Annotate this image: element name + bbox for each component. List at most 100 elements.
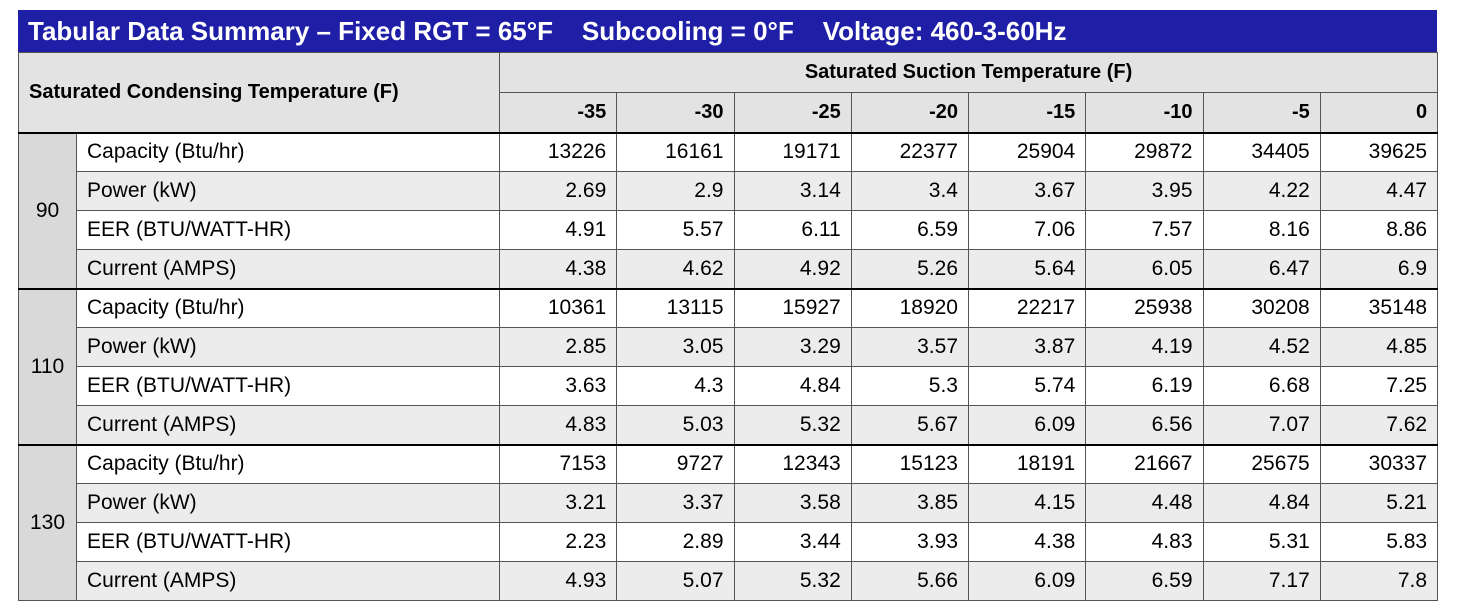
- row-label: EER (BTU/WATT-HR): [76, 210, 500, 250]
- cell: 2.89: [616, 522, 735, 562]
- cell: 2.85: [498, 327, 618, 367]
- corner-header: Saturated Condensing Temperature (F): [18, 52, 500, 134]
- table-header: Saturated Condensing Temperature (F) Satu…: [18, 52, 1439, 134]
- row-label: Power (kW): [76, 171, 500, 211]
- cell: 13115: [616, 287, 735, 328]
- cell: 8.16: [1202, 210, 1321, 250]
- cell: 6.59: [1085, 561, 1204, 601]
- cell: 3.21: [498, 483, 618, 523]
- cell: 6.9: [1319, 249, 1439, 289]
- cell: 3.93: [850, 522, 970, 562]
- cell: 4.3: [616, 366, 735, 406]
- cell: 39625: [1319, 131, 1439, 172]
- cell: 4.48: [1085, 483, 1204, 523]
- cell: 3.4: [850, 171, 970, 211]
- table-body: 90 Capacity (Btu/hr) 13226 16161 19171 22377 2…: [18, 131, 1439, 601]
- cell: 5.74: [967, 366, 1087, 406]
- row-label: Current (AMPS): [76, 561, 500, 601]
- cell: 30337: [1319, 443, 1439, 484]
- cell: 29872: [1085, 131, 1204, 172]
- data-row: EER (BTU/WATT-HR) 4.91 5.57 6.11 6.59 7.06 7.5…: [19, 210, 1439, 250]
- row-label: Power (kW): [76, 483, 500, 523]
- cell: 15927: [733, 287, 852, 328]
- cell: 18920: [850, 287, 970, 328]
- row-label: Current (AMPS): [76, 249, 500, 289]
- cell: 3.14: [733, 171, 852, 211]
- data-row: Power (kW) 2.85 3.05 3.29 3.57 3.87 4.19 4.52 4.…: [19, 327, 1439, 367]
- header-row: Saturated Condensing Temperature (F) Satu…: [18, 52, 1439, 134]
- cell: 6.09: [967, 405, 1087, 445]
- cell: 7153: [498, 443, 618, 484]
- cell: 4.93: [498, 561, 618, 601]
- cell: 30208: [1202, 287, 1321, 328]
- cell: 6.11: [733, 210, 852, 250]
- cell: 25675: [1202, 443, 1321, 484]
- cell: 3.95: [1085, 171, 1204, 211]
- cell: 3.85: [850, 483, 970, 523]
- row-label: EER (BTU/WATT-HR): [76, 366, 500, 406]
- column-header: -30: [616, 92, 735, 134]
- cell: 7.62: [1319, 405, 1439, 445]
- data-table: Saturated Condensing Temperature (F) Satu…: [18, 52, 1439, 601]
- column-header: -15: [967, 92, 1087, 134]
- cell: 22217: [967, 287, 1087, 328]
- cell: 5.07: [616, 561, 735, 601]
- header-row: -35 -30 -25 -20 -15 -10 -5 0: [19, 92, 1439, 134]
- cell: 3.67: [967, 171, 1087, 211]
- data-row: Current (AMPS) 4.93 5.07 5.32 5.66 6.09 6.59 7.…: [19, 561, 1439, 601]
- cell: 5.64: [967, 249, 1087, 289]
- cell: 4.38: [498, 249, 618, 289]
- row-label: Capacity (Btu/hr): [76, 131, 500, 172]
- cell: 25904: [967, 131, 1087, 172]
- group-label: 90: [18, 131, 77, 289]
- cell: 4.62: [616, 249, 735, 289]
- cell: 7.17: [1202, 561, 1321, 601]
- cell: 7.25: [1319, 366, 1439, 406]
- cell: 6.47: [1202, 249, 1321, 289]
- cell: 34405: [1202, 131, 1321, 172]
- cell: 5.31: [1202, 522, 1321, 562]
- cell: 5.21: [1319, 483, 1439, 523]
- cell: 6.19: [1085, 366, 1204, 406]
- cell: 4.85: [1319, 327, 1439, 367]
- cell: 6.59: [850, 210, 970, 250]
- cell: 10361: [498, 287, 618, 328]
- data-row: EER (BTU/WATT-HR) 3.63 4.3 4.84 5.3 5.74 6.19 6…: [19, 366, 1439, 406]
- cell: 6.56: [1085, 405, 1204, 445]
- cell: 5.57: [616, 210, 735, 250]
- cell: 3.44: [733, 522, 852, 562]
- cell: 8.86: [1319, 210, 1439, 250]
- cell: 19171: [733, 131, 852, 172]
- cell: 5.66: [850, 561, 970, 601]
- title-bar: Tabular Data Summary – Fixed RGT = 65°F …: [18, 10, 1437, 52]
- data-row: 130 Capacity (Btu/hr) 7153 9727 12343 15123 18…: [18, 443, 1439, 601]
- cell: 2.23: [498, 522, 618, 562]
- row-label: EER (BTU/WATT-HR): [76, 522, 500, 562]
- group-label: 110: [18, 287, 77, 445]
- cell: 6.05: [1085, 249, 1204, 289]
- cell: 4.19: [1085, 327, 1204, 367]
- cell: 15123: [850, 443, 970, 484]
- document: Tabular Data Summary – Fixed RGT = 65°F …: [18, 10, 1439, 601]
- cell: 4.92: [733, 249, 852, 289]
- cell: 4.83: [498, 405, 618, 445]
- cell: 9727: [616, 443, 735, 484]
- cell: 4.83: [1085, 522, 1204, 562]
- cell: 7.8: [1319, 561, 1439, 601]
- column-header: -5: [1202, 92, 1321, 134]
- cell: 13226: [498, 131, 618, 172]
- cell: 3.37: [616, 483, 735, 523]
- data-row: Power (kW) 2.69 2.9 3.14 3.4 3.67 3.95 4.22 4.47: [19, 171, 1439, 211]
- column-header: -25: [733, 92, 852, 134]
- cell: 5.32: [733, 561, 852, 601]
- cell: 25938: [1085, 287, 1204, 328]
- cell: 21667: [1085, 443, 1204, 484]
- data-row: Current (AMPS) 4.38 4.62 4.92 5.26 5.64 6.05 6.…: [19, 249, 1439, 289]
- data-row: EER (BTU/WATT-HR) 2.23 2.89 3.44 3.93 4.38 4.8…: [19, 522, 1439, 562]
- column-header: -10: [1085, 92, 1204, 134]
- row-label: Capacity (Btu/hr): [76, 287, 500, 328]
- row-label: Current (AMPS): [76, 405, 500, 445]
- cell: 16161: [616, 131, 735, 172]
- data-row: 90 Capacity (Btu/hr) 13226 16161 19171 22377 2…: [18, 131, 1439, 289]
